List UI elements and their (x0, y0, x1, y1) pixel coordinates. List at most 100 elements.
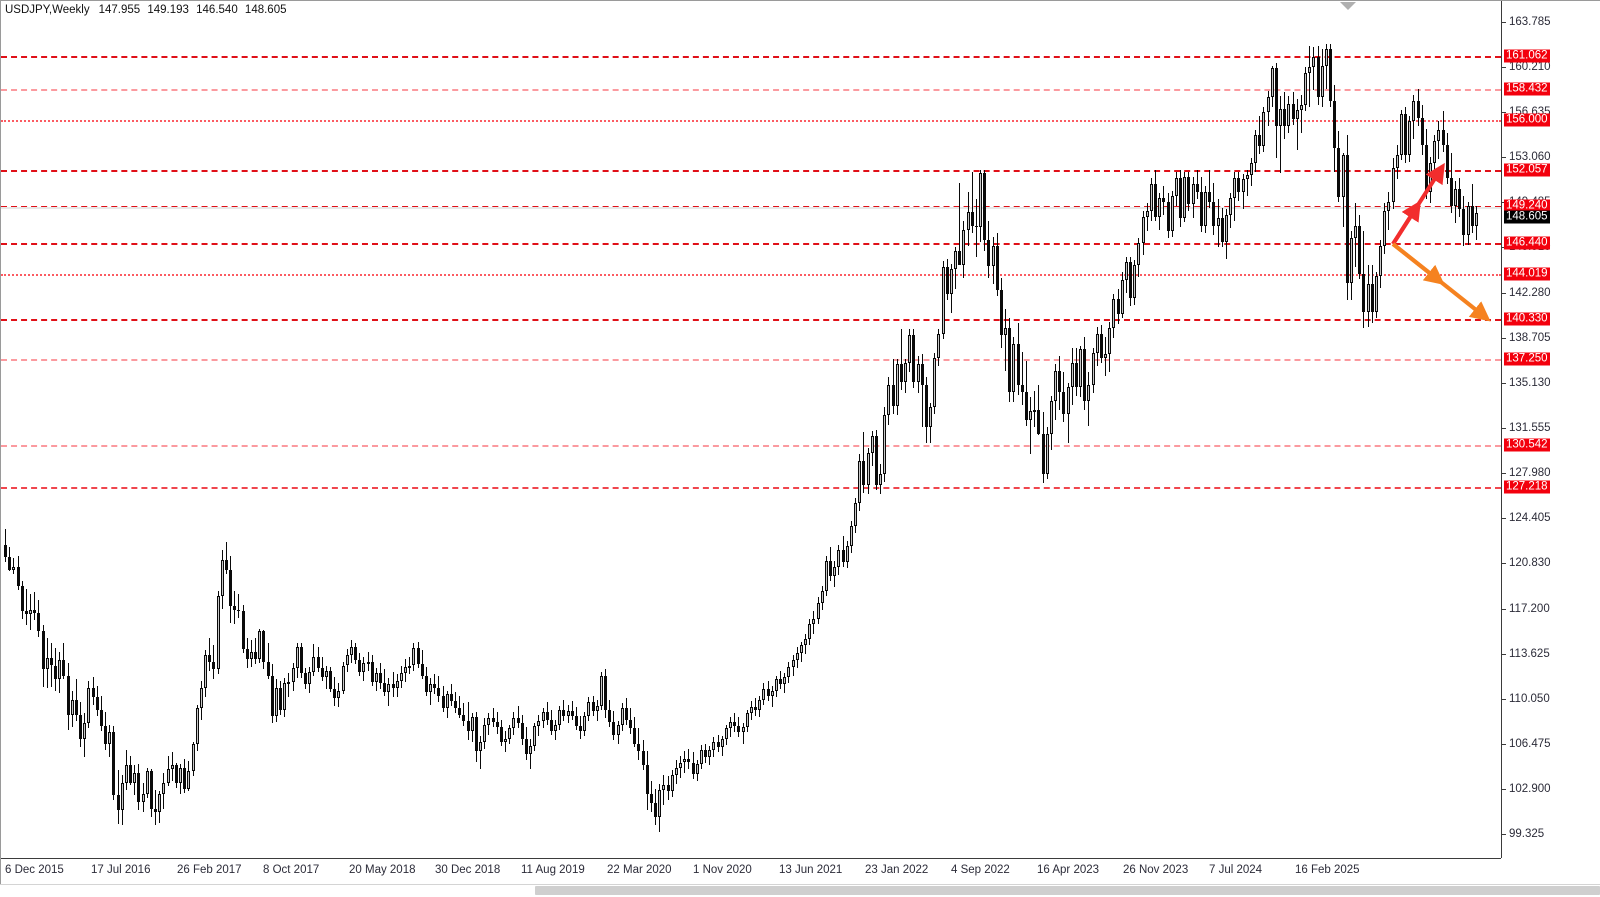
candle-body (212, 661, 215, 670)
candle-body (937, 334, 940, 359)
candle-body (558, 709, 561, 725)
candle-wick (238, 593, 239, 618)
price-level-label[interactable]: 156.000 (1504, 113, 1550, 127)
candle-body (150, 771, 153, 810)
scrollbar-thumb[interactable] (535, 886, 1600, 895)
price-level-line[interactable] (1, 274, 1501, 276)
candle-body (1079, 349, 1082, 388)
horizontal-scrollbar[interactable] (0, 884, 1600, 897)
candle-body (325, 670, 328, 677)
candle-body (383, 683, 386, 692)
candle-body (637, 743, 640, 752)
price-axis-tick-label: 113.625 (1509, 648, 1550, 660)
price-level-line[interactable] (1, 120, 1501, 122)
price-level-line[interactable] (1, 243, 1501, 245)
candle-wick (13, 558, 14, 574)
price-level-label[interactable]: 144.019 (1504, 267, 1550, 281)
candle-body (1358, 225, 1361, 274)
price-level-line[interactable] (1, 170, 1501, 172)
candle-body (25, 611, 28, 614)
candle-body (1125, 262, 1128, 280)
candle-wick (755, 698, 756, 716)
candle-body (71, 699, 74, 715)
price-axis[interactable]: 163.785160.210156.635153.060149.485145.9… (1501, 1, 1600, 858)
candle-body (971, 211, 974, 226)
candle-body (204, 655, 207, 689)
price-level-label[interactable]: 130.542 (1504, 438, 1550, 452)
price-level-label[interactable]: 137.250 (1504, 352, 1550, 366)
price-level-label[interactable]: 146.440 (1504, 236, 1550, 250)
candle-body (683, 758, 686, 763)
candle-body (267, 661, 270, 676)
candle-body (512, 718, 515, 729)
candle-wick (268, 642, 269, 680)
price-level-label[interactable]: 140.330 (1504, 312, 1550, 326)
candle-body (1200, 191, 1203, 226)
candle-body (496, 722, 499, 728)
candle-body (750, 707, 753, 714)
price-axis-tick-label: 131.555 (1509, 422, 1551, 434)
current-price-line (1, 207, 1501, 209)
candle-body (67, 675, 70, 715)
price-axis-tick-label: 163.785 (1509, 16, 1551, 28)
current-price-label: 148.605 (1504, 210, 1550, 224)
candle-body (1396, 155, 1399, 168)
candle-body (896, 364, 899, 406)
candle-wick (288, 673, 289, 697)
price-level-line[interactable] (1, 56, 1501, 58)
candle-wick (155, 790, 156, 826)
candle-body (1237, 177, 1240, 192)
candle-body (187, 771, 190, 789)
candle-body (717, 742, 720, 748)
price-level-label[interactable]: 127.218 (1504, 480, 1550, 494)
candle-body (12, 567, 15, 570)
candle-body (1462, 209, 1465, 235)
candle-body (483, 724, 486, 743)
price-axis-tick-label: 127.980 (1509, 467, 1551, 479)
price-level-label[interactable]: 161.062 (1504, 49, 1550, 63)
candle-body (133, 772, 136, 783)
price-level-line[interactable] (1, 487, 1501, 489)
time-axis[interactable]: 6 Dec 2015 17 Jul 2016 26 Feb 2017 8 Oct 20… (1, 858, 1600, 885)
candle-body (1296, 109, 1299, 119)
candle-wick (1005, 308, 1006, 371)
scrollbar-track-left[interactable] (0, 886, 535, 895)
candle-body (733, 722, 736, 726)
candle-body (1087, 384, 1090, 401)
candle-body (1371, 283, 1374, 312)
candle-body (804, 639, 807, 646)
candle-wick (34, 592, 35, 621)
price-level-line[interactable] (1, 319, 1501, 321)
candle-body (1446, 145, 1449, 178)
candle-body (1458, 189, 1461, 210)
candle-body (700, 749, 703, 764)
ohlc-values: 147.955 149.193 146.540 148.605 (99, 4, 291, 16)
candle-body (1412, 101, 1415, 122)
candle-wick (326, 665, 327, 690)
price-level-label[interactable]: 158.432 (1504, 82, 1550, 96)
price-level-label[interactable]: 149.240 (1504, 199, 1550, 213)
chart-plot-area[interactable] (1, 1, 1501, 858)
candle-body (217, 596, 220, 670)
candle-wick (1301, 94, 1302, 133)
time-axis-label: 13 Jun 2021 (779, 864, 843, 876)
price-level-line[interactable] (1, 89, 1501, 91)
candle-wick (518, 705, 519, 729)
candle-body (246, 649, 249, 660)
candle-body (817, 602, 820, 619)
candle-body (892, 384, 895, 406)
price-level-line[interactable] (1, 359, 1501, 361)
candle-body (100, 709, 103, 726)
candle-wick (1243, 174, 1244, 210)
candle-body (508, 728, 511, 739)
price-level-label[interactable]: 152.057 (1504, 163, 1550, 177)
candle-wick (1297, 98, 1298, 151)
price-axis-tick (1502, 834, 1506, 835)
price-level-line[interactable] (1, 445, 1501, 447)
price-axis-tick (1502, 473, 1506, 474)
candle-body (479, 742, 482, 752)
price-axis-tick-label: 110.050 (1509, 693, 1550, 705)
price-axis-tick (1502, 789, 1506, 790)
candle-body (358, 660, 361, 672)
candle-body (1008, 327, 1011, 393)
